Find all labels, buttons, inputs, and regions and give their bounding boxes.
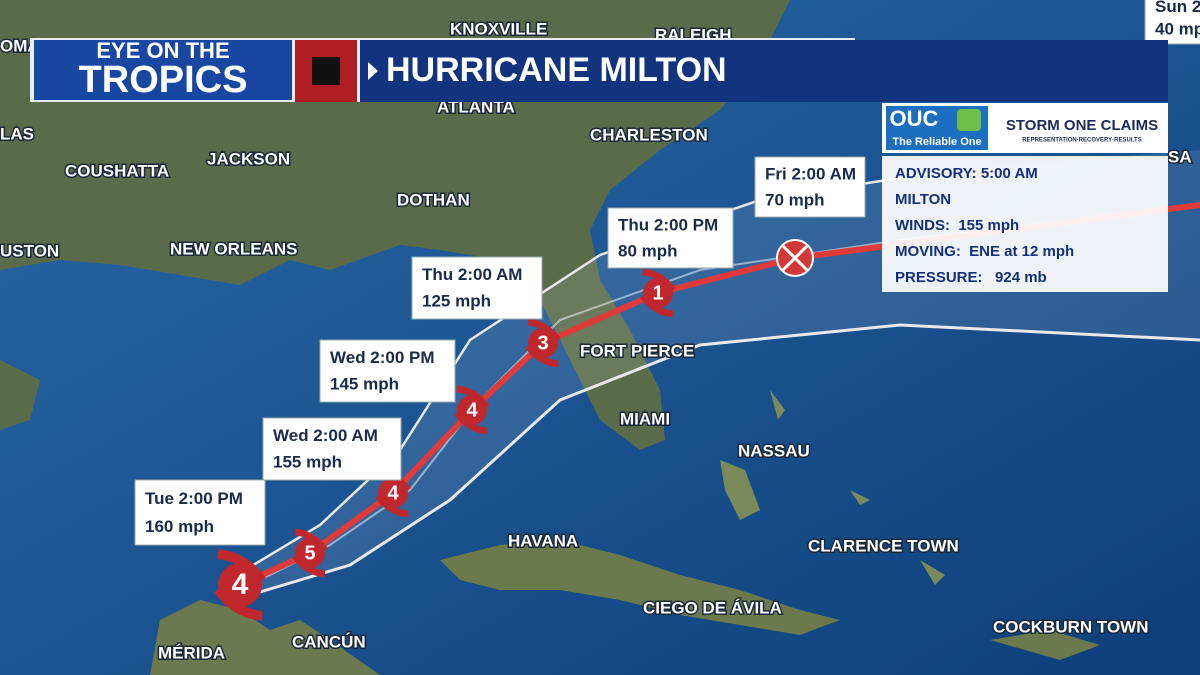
banner-logo-square (312, 57, 340, 85)
land-hispaniola (990, 630, 1100, 660)
city-label: DOTHAN (397, 190, 470, 209)
city-label: COCKBURN TOWN (993, 617, 1149, 636)
land-north-america (0, 0, 790, 450)
forecast-wind: 70 mph (765, 190, 825, 209)
city-label: COUSHATTA (65, 161, 169, 180)
forecast-track (238, 202, 1200, 588)
hurricane-icon (378, 478, 408, 508)
city-label: JACKSON (207, 149, 290, 168)
hurricane-category: 5 (304, 542, 315, 564)
forecast-time: Fri 2:00 AM (765, 164, 856, 183)
advisory-line: WINDS: 155 mph (895, 217, 1019, 234)
city-label: SA (1168, 147, 1192, 166)
hurricane-category: 3 (537, 332, 548, 354)
sponsor1-tagline: The Reliable One (892, 136, 981, 148)
city-label: CANCÚN (292, 632, 366, 651)
city-label: FORT PIERCE (580, 341, 694, 360)
forecast-time: Thu 2:00 PM (618, 215, 718, 234)
forecast-wind: 125 mph (422, 292, 491, 311)
advisory-line: ADVISORY: 5:00 AM (895, 165, 1038, 182)
cities: KNOXVILLE RALEIGHOMALASCOUSHATTAJACKSONAT… (0, 18, 1193, 664)
forecast-box (754, 156, 866, 218)
forecast-time: Tue 2:00 PM (145, 489, 243, 508)
forecast-wind: 155 mph (273, 453, 342, 472)
forecast-wind: 160 mph (145, 517, 214, 536)
forecast-box (134, 479, 266, 546)
city-label: MIAMI (620, 409, 670, 428)
forecast-labels: Tue 2:00 PM 160 mph Wed 2:00 AM 155 mph Wed … (134, 0, 1200, 546)
hurricane-icon (457, 395, 487, 425)
hurricane-icon (528, 328, 558, 358)
land-cuba (440, 540, 840, 635)
city-label: KNOXVILLE (450, 19, 547, 38)
hurricane-category: 4 (466, 399, 478, 421)
advisory-box (882, 156, 1168, 292)
forecast-wind: 145 mph (330, 375, 399, 394)
city-label: MÉRIDA (158, 643, 225, 662)
hurricane-category: 1 (652, 282, 663, 304)
banner-show-name: TROPICS (79, 59, 248, 101)
city-label: USTON (0, 241, 59, 260)
hurricane-icon (218, 563, 262, 607)
forecast-wind: 40 mph (1155, 19, 1200, 38)
forecast-box (411, 256, 543, 320)
city-label: HAVANA (508, 531, 578, 550)
forecast-box (607, 207, 734, 269)
banner-show (34, 40, 292, 100)
extratropical-marker (776, 239, 814, 277)
city-label: NASSAU (738, 441, 810, 460)
forecast-time: Wed 2:00 PM (330, 348, 435, 367)
forecast-time: Thu 2:00 AM (422, 265, 522, 284)
sponsor1-name: OUC (890, 106, 939, 131)
banner-title-bar (360, 40, 1168, 102)
track-center (249, 204, 1200, 586)
advisory-lines: ADVISORY: 5:00 AM MILTON WINDS: 155 mph MOV… (895, 165, 1074, 286)
land-texas (0, 360, 40, 430)
hurricane-category: 4 (232, 568, 249, 601)
forecast-box (1144, 0, 1200, 45)
hurricane-icon (643, 278, 673, 308)
forecast-points: 4 5 4 4 3 1 (213, 268, 676, 621)
city-label: CHARLESTON (590, 125, 708, 144)
advisory-line: MOVING: ENE at 12 mph (895, 243, 1074, 260)
sponsor2-tagline: REPRESENTATION·RECOVERY·RESULTS (1022, 138, 1141, 144)
city-label: CIEGO DE ÁVILA (643, 598, 782, 617)
forecast-box (319, 339, 456, 403)
sponsor1-icon (957, 109, 981, 131)
forecast-wind: 80 mph (618, 241, 678, 260)
advisory-line: MILTON (895, 191, 951, 208)
banner-kicker: EYE ON THE (96, 38, 229, 63)
hurricane-category: 4 (387, 482, 399, 504)
forecast-box (262, 417, 402, 481)
advisory-line: PRESSURE: 924 mb (895, 269, 1047, 286)
banner-title: HURRICANE MILTON (386, 51, 727, 89)
forecast-time: Wed 2:00 AM (273, 426, 378, 445)
land-yucatan (150, 600, 380, 675)
city-label: CLARENCE TOWN (808, 536, 959, 555)
banner-arrow (368, 62, 378, 80)
city-label: LAS (0, 124, 34, 143)
cone-lower (259, 323, 1200, 594)
sponsor2-name: STORM ONE CLAIMS (1006, 117, 1158, 134)
forecast-time: Sun 2 (1155, 0, 1200, 16)
city-label: NEW ORLEANS (170, 239, 298, 258)
hurricane-icon (295, 538, 325, 568)
